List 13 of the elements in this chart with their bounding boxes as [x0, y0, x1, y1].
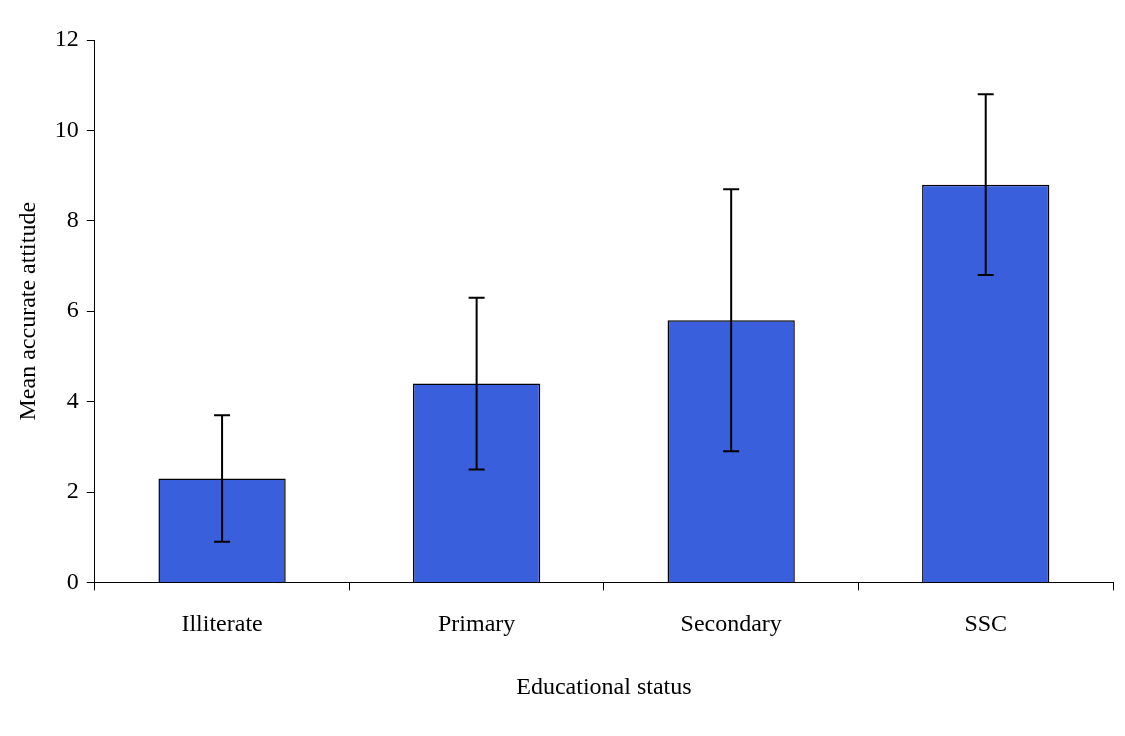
x-tick-label: Primary: [437, 610, 516, 637]
y-tick-label: 10: [54, 115, 79, 142]
y-tick-label: 4: [66, 386, 79, 413]
x-tick-label: SSC: [964, 610, 1008, 637]
x-tick-label: Illiterate: [181, 610, 263, 637]
y-tick-label: 6: [66, 296, 79, 323]
x-axis-title: Educational status: [516, 672, 692, 699]
y-tick-label: 2: [66, 477, 79, 504]
y-tick-label: 8: [66, 206, 79, 233]
y-tick-label: 12: [54, 25, 79, 52]
x-tick-label: Secondary: [680, 610, 782, 637]
y-tick-label: 0: [66, 567, 79, 594]
y-axis-title: Mean accurate attitude: [13, 201, 40, 421]
